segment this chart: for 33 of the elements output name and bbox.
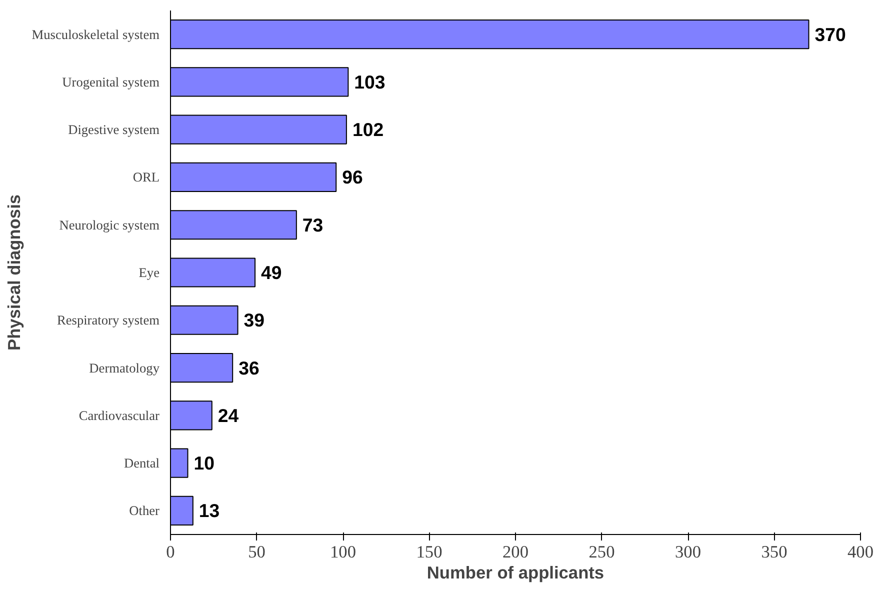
data-label: 49 <box>261 262 282 283</box>
data-label: 24 <box>218 404 240 426</box>
x-tick-label: 250 <box>588 542 615 562</box>
y-tick-label: Cardiovascular <box>78 408 160 423</box>
x-tick-label: 200 <box>502 542 529 562</box>
y-tick-label: Respiratory system <box>56 312 160 328</box>
data-label: 370 <box>814 24 846 45</box>
x-tick-label: 300 <box>675 542 702 562</box>
x-tick-label: 350 <box>761 542 788 562</box>
data-label: 36 <box>238 357 260 378</box>
data-label: 73 <box>302 214 324 236</box>
x-tick-label: 150 <box>416 542 442 562</box>
data-label: 10 <box>194 452 215 474</box>
y-tick-label: Eye <box>138 265 160 280</box>
y-tick-label: Digestive system <box>68 122 160 138</box>
x-tick-label: 400 <box>848 542 874 562</box>
y-axis-title: Physical diagnosis <box>4 194 24 351</box>
y-tick-label: Urogenital system <box>62 74 160 90</box>
x-axis-title: Number of applicants <box>426 562 604 582</box>
x-tick-label: 50 <box>248 542 266 562</box>
data-label: 103 <box>354 71 386 92</box>
y-tick-label: Dental <box>124 456 160 471</box>
data-label: 39 <box>244 310 265 331</box>
data-label: 96 <box>342 166 363 188</box>
data-label: 102 <box>352 119 384 140</box>
y-tick-label: Neurologic system <box>59 217 160 232</box>
y-tick-label: Musculoskeletal system <box>32 26 160 42</box>
y-tick-label: Other <box>129 503 160 518</box>
data-label: 13 <box>198 500 220 522</box>
x-tick-label: 100 <box>330 542 356 562</box>
x-tick-label: 0 <box>166 542 175 562</box>
y-tick-label: Dermatology <box>89 360 160 376</box>
y-tick-label: ORL <box>132 170 160 185</box>
